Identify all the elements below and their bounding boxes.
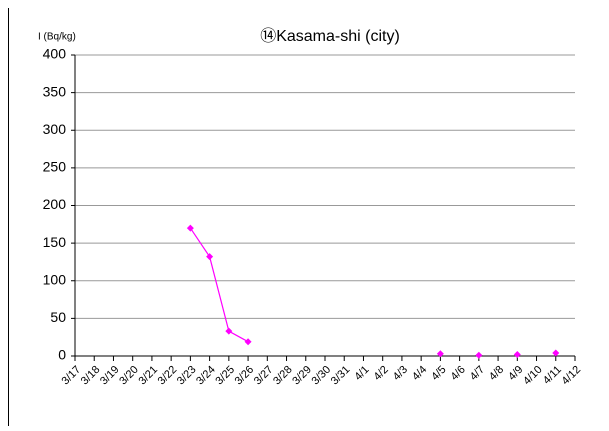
x-tick-label: 3/31 [329, 364, 353, 388]
x-tick-label: 3/23 [175, 364, 199, 388]
x-tick-label: 3/18 [79, 364, 103, 388]
x-tick-label: 3/17 [60, 364, 84, 388]
y-tick-label: 200 [43, 196, 67, 212]
y-tick-label: 300 [43, 121, 67, 137]
marker [244, 338, 252, 346]
x-tick-label: 4/7 [468, 364, 487, 383]
x-tick-label: 3/21 [136, 364, 160, 388]
x-tick-label: 4/5 [429, 364, 448, 383]
marker [436, 350, 444, 358]
x-tick-label: 3/28 [271, 364, 295, 388]
y-tick-label: 250 [43, 159, 67, 175]
x-tick-label: 3/20 [117, 364, 141, 388]
y-tick-label: 50 [50, 309, 66, 325]
x-tick-label: 3/29 [290, 364, 314, 388]
y-tick-label: 100 [43, 271, 67, 287]
x-tick-label: 3/22 [156, 364, 180, 388]
x-tick-label: 4/11 [541, 364, 564, 387]
x-tick-label: 3/24 [194, 364, 218, 388]
marker [186, 224, 194, 232]
y-tick-label: 0 [58, 347, 66, 363]
x-tick-label: 3/19 [98, 364, 122, 388]
marker [475, 351, 483, 359]
x-tick-label: 3/30 [310, 364, 334, 388]
x-tick-label: 4/2 [372, 364, 391, 383]
x-tick-label: 3/25 [213, 364, 237, 388]
marker [206, 253, 214, 261]
x-tick-label: 4/1 [352, 364, 371, 383]
x-tick-label: 4/4 [410, 364, 429, 383]
y-tick-label: 350 [43, 83, 67, 99]
x-tick-label: 4/8 [487, 364, 506, 383]
x-tick-label: 3/26 [233, 364, 257, 388]
y-tick-label: 150 [43, 234, 67, 250]
marker [552, 349, 560, 357]
chart-title: ⑭Kasama-shi (city) [260, 27, 400, 45]
marker [513, 350, 521, 358]
y-axis-label: I (Bq/kg) [38, 32, 76, 43]
y-tick-label: 400 [43, 46, 67, 62]
x-tick-label: 4/10 [521, 364, 545, 388]
x-tick-label: 4/12 [560, 364, 584, 388]
line [190, 228, 555, 353]
x-tick-label: 3/27 [252, 364, 276, 388]
x-tick-label: 4/6 [448, 364, 467, 383]
x-tick-label: 4/3 [391, 364, 410, 383]
marker [225, 327, 233, 335]
